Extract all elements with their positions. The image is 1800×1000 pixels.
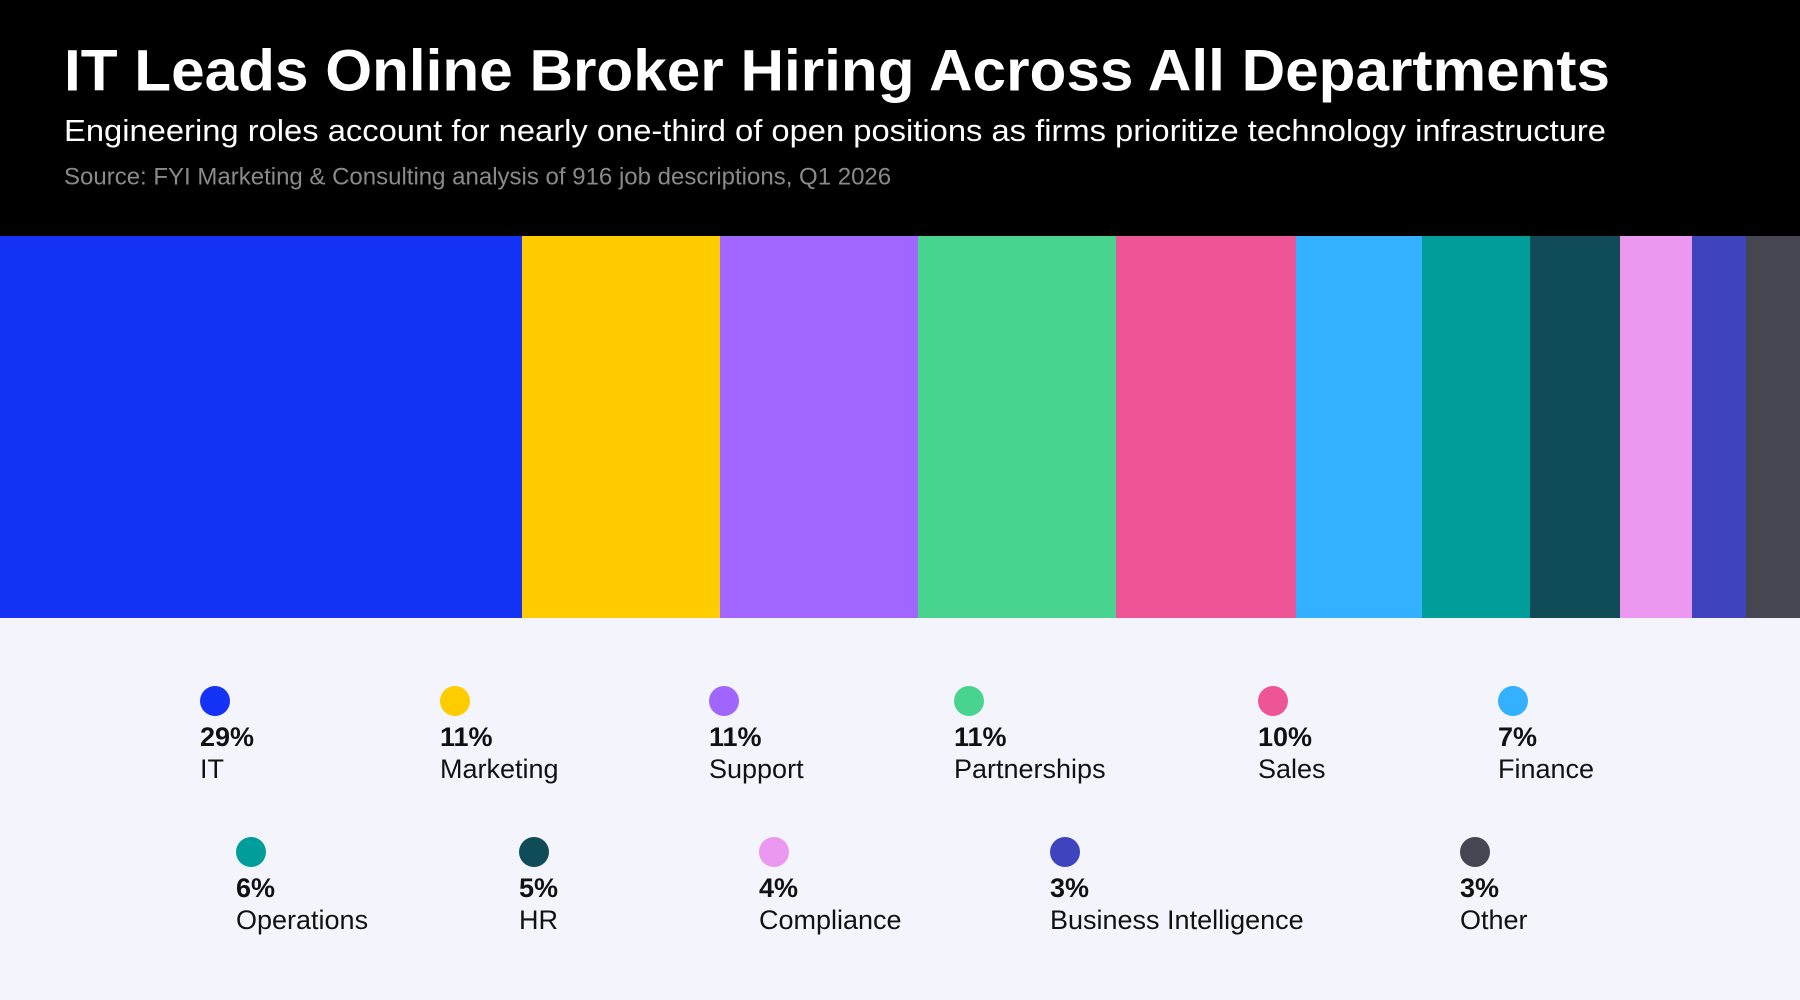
legend-dot [236,837,266,867]
value-label: 10% [1258,722,1312,752]
header-background [0,0,1800,236]
value-label: 6% [236,873,275,903]
legend-label: Sales [1258,754,1326,784]
legend-dot [519,837,549,867]
legend-label: Operations [236,905,368,935]
legend-label: HR [519,905,558,935]
bar-segment [522,236,720,618]
bar-segment [1692,236,1746,618]
legend-dot [1050,837,1080,867]
source-note: Source: FYI Marketing & Consulting analy… [64,163,891,190]
bar-segment [720,236,918,618]
legend-label: Support [709,754,804,784]
bar-segment [1296,236,1422,618]
value-label: 7% [1498,722,1537,752]
legend-label: Other [1460,905,1528,935]
bar-segment [918,236,1116,618]
legend-dot [759,837,789,867]
legend-dot [954,686,984,716]
legend-label: Finance [1498,754,1594,784]
value-label: 5% [519,873,558,903]
legend-label: IT [200,754,224,784]
value-label: 11% [440,722,493,752]
value-label: 11% [709,722,762,752]
legend-dot [440,686,470,716]
legend-label: Marketing [440,754,559,784]
bar-segment [1746,236,1800,618]
legend-dot [709,686,739,716]
legend-label: Business Intelligence [1050,905,1304,935]
legend-dot [1460,837,1490,867]
value-label: 3% [1460,873,1499,903]
legend-dot [1258,686,1288,716]
chart-title: IT Leads Online Broker Hiring Across All… [64,38,1610,103]
legend-background [0,618,1800,1000]
legend-dot [200,686,230,716]
chart-subtitle: Engineering roles account for nearly one… [64,113,1606,148]
value-label: 11% [954,722,1007,752]
bar-segment [0,236,522,618]
bar-segment [1116,236,1296,618]
legend-label: Partnerships [954,754,1106,784]
bar-segment [1620,236,1692,618]
legend-label: Compliance [759,905,902,935]
legend-dot [1498,686,1528,716]
bar-segment [1530,236,1620,618]
value-label: 4% [759,873,798,903]
value-label: 3% [1050,873,1089,903]
value-label: 29% [200,722,254,752]
bar-segment [1422,236,1530,618]
